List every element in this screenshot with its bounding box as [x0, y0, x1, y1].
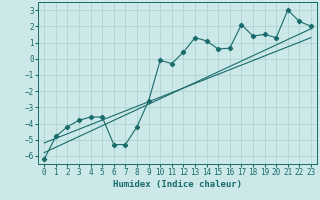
X-axis label: Humidex (Indice chaleur): Humidex (Indice chaleur) — [113, 180, 242, 189]
